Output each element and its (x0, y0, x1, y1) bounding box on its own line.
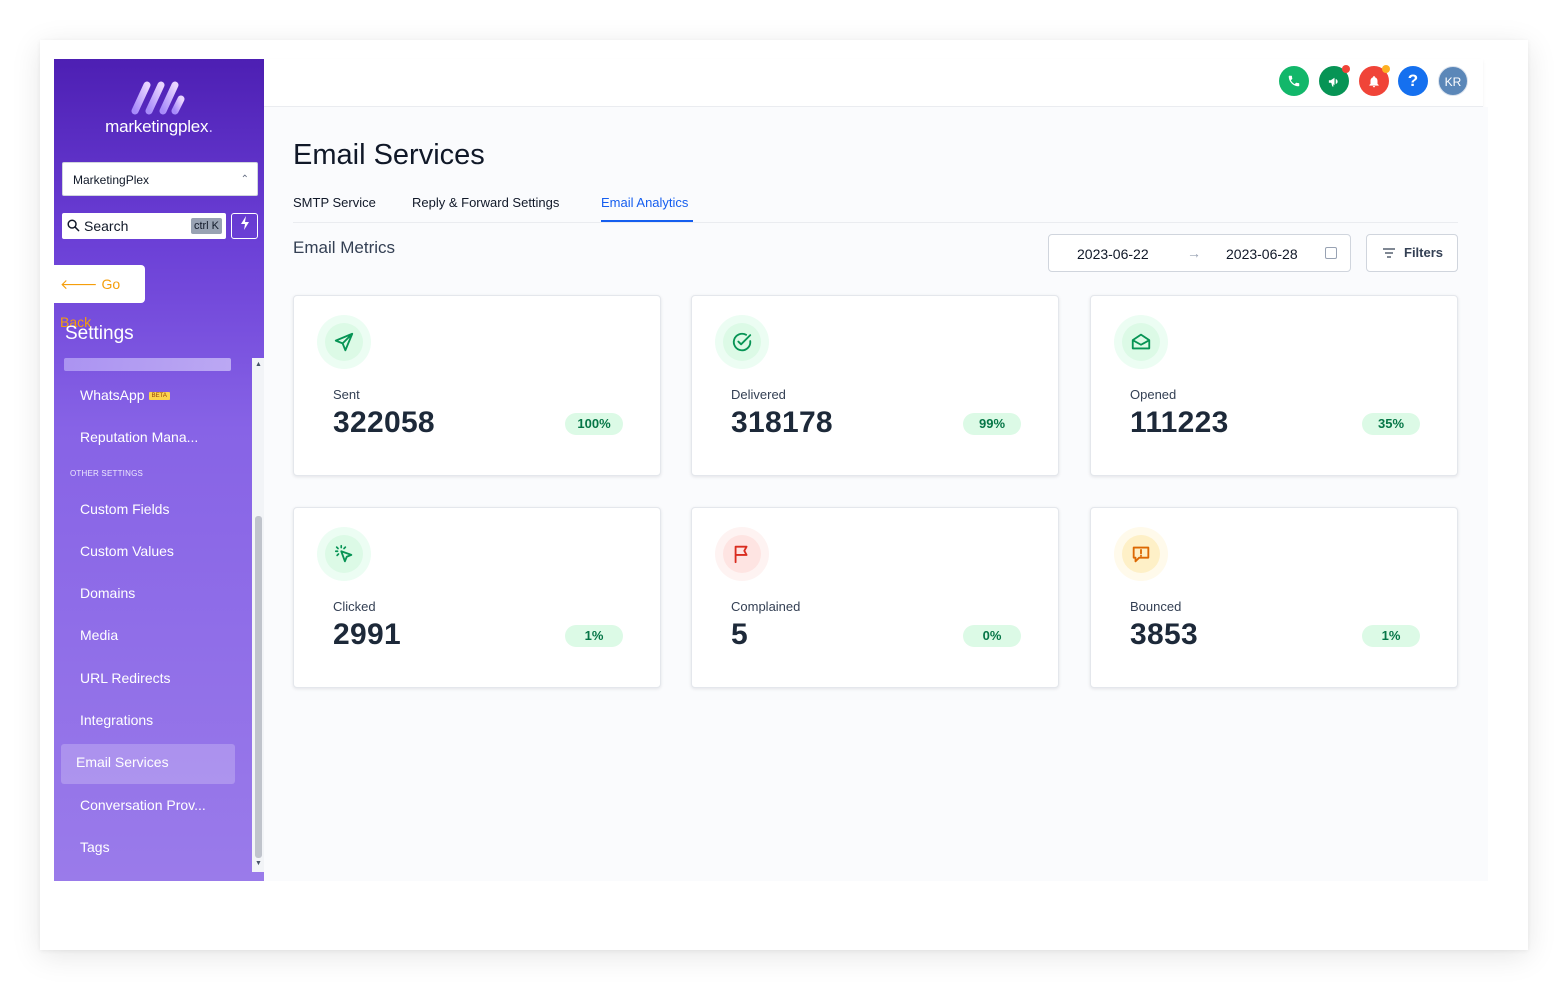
sidebar-item-conversation-providers[interactable]: Conversation Prov... (80, 797, 206, 813)
beta-badge: BETA (148, 392, 170, 401)
sidebar-item-tags[interactable]: Tags (80, 839, 110, 855)
metric-label: Delivered (731, 387, 786, 402)
help-icon: ? (1407, 71, 1419, 90)
settings-heading: Settings (65, 323, 134, 344)
metric-value: 5 (731, 618, 748, 651)
metric-icon-wrap (1114, 315, 1168, 369)
chevron-updown-icon: ⌃ (240, 174, 249, 185)
go-back-button[interactable]: 🡐 Go Back (54, 265, 145, 330)
logo-mark-icon (131, 81, 185, 115)
arrow-left-icon: 🡐 (60, 276, 98, 292)
date-to[interactable]: 2023-06-28 (1226, 246, 1298, 262)
active-item-highlight (61, 744, 235, 784)
account-switcher[interactable]: MarketingPlex ⌃ (62, 162, 258, 196)
notification-dot (1382, 65, 1390, 73)
sidebar-item-domains[interactable]: Domains (80, 585, 136, 601)
mail-open-icon (1131, 333, 1151, 350)
metric-card-sent: Sent 322058 100% (293, 295, 661, 476)
metric-percent-badge: 1% (1362, 625, 1420, 647)
arrow-right-icon: → (1187, 245, 1201, 261)
metric-percent-badge: 1% (565, 625, 623, 647)
metric-label: Complained (731, 599, 801, 614)
notification-dot (1342, 65, 1350, 73)
sidebar-item-email-services[interactable]: Email Services (76, 754, 169, 770)
metric-icon-wrap (317, 315, 371, 369)
metric-label: Sent (333, 387, 360, 402)
metric-percent-badge: 0% (963, 625, 1021, 647)
page-title: Email Services (293, 139, 485, 171)
metric-percent-badge: 35% (1362, 413, 1420, 435)
send-icon (334, 332, 354, 352)
sidebar-item-custom-values[interactable]: Custom Values (80, 543, 174, 559)
date-from[interactable]: 2023-06-22 (1077, 246, 1149, 262)
metric-value: 2991 (333, 618, 401, 651)
tab-smtp-service[interactable]: SMTP Service (293, 195, 376, 210)
sidebar-item-reputation[interactable]: Reputation Mana... (80, 429, 199, 445)
user-avatar[interactable]: KR (1438, 66, 1468, 96)
sidebar-item-url-redirects[interactable]: URL Redirects (80, 670, 171, 686)
metric-card-clicked: Clicked 2991 1% (293, 507, 661, 688)
filter-lines-icon (1383, 248, 1395, 258)
notifications-button[interactable] (1359, 65, 1390, 96)
metric-label: Opened (1130, 387, 1177, 402)
metric-icon-wrap (715, 527, 769, 581)
nav-scroll-fade (64, 358, 231, 371)
sidebar-item-integrations[interactable]: Integrations (80, 712, 154, 728)
sidebar: marketingplex. MarketingPlex ⌃ Search ct… (54, 59, 264, 881)
cursor-click-icon (334, 544, 353, 563)
bolt-icon (240, 216, 249, 230)
announcements-button[interactable] (1319, 65, 1350, 96)
sidebar-item-custom-fields[interactable]: Custom Fields (80, 501, 170, 517)
search-shortcut: ctrl K (190, 218, 222, 234)
filters-button[interactable]: Filters (1366, 234, 1458, 272)
tabs-divider (293, 222, 1458, 223)
sidebar-item-whatsapp[interactable]: WhatsApp BETA (80, 387, 170, 403)
metric-label: Clicked (333, 599, 376, 614)
metric-value: 3853 (1130, 618, 1198, 651)
metric-icon-wrap (1114, 527, 1168, 581)
metric-percent-badge: 100% (565, 413, 623, 435)
main-content (264, 107, 1488, 881)
metric-value: 318178 (731, 406, 833, 439)
metric-card-opened: Opened 111223 35% (1090, 295, 1458, 476)
sidebar-scrollbar-thumb[interactable] (255, 516, 262, 858)
account-name: MarketingPlex (73, 173, 150, 187)
metric-label: Bounced (1130, 599, 1182, 614)
search-icon (67, 219, 80, 232)
metric-card-delivered: Delivered 318178 99% (691, 295, 1059, 476)
metric-value: 111223 (1130, 406, 1229, 439)
flag-icon (734, 545, 748, 564)
section-title: Email Metrics (293, 238, 396, 257)
alert-message-icon (1132, 546, 1150, 563)
metric-card-complained: Complained 5 0% (691, 507, 1059, 688)
phone-button[interactable] (1279, 66, 1309, 96)
phone-icon (1288, 75, 1300, 87)
other-settings-label: OTHER SETTINGS (70, 469, 144, 478)
brand-name: marketingplex. (105, 117, 213, 136)
metric-value: 322058 (333, 406, 435, 439)
search-label: Search (84, 218, 129, 234)
tab-email-analytics[interactable]: Email Analytics (601, 195, 689, 210)
metric-icon-wrap (715, 315, 769, 369)
quick-actions-button[interactable] (231, 213, 258, 239)
metric-percent-badge: 99% (963, 413, 1021, 435)
bell-icon (1369, 75, 1379, 87)
filters-label: Filters (1404, 245, 1444, 260)
go-back-label: Go Back (60, 276, 121, 330)
metric-icon-wrap (317, 527, 371, 581)
sidebar-item-media[interactable]: Media (80, 627, 119, 643)
brand-logo[interactable]: marketingplex. (54, 79, 264, 137)
help-button[interactable]: ? (1398, 66, 1428, 96)
scroll-up-icon[interactable]: ▲ (255, 361, 262, 368)
calendar-icon (1325, 247, 1337, 259)
active-tab-indicator (601, 220, 693, 222)
scroll-down-icon[interactable]: ▼ (255, 860, 262, 867)
metric-card-bounced: Bounced 3853 1% (1090, 507, 1458, 688)
check-circle-icon (732, 332, 752, 352)
megaphone-icon (1328, 77, 1338, 86)
tab-reply-forward-settings[interactable]: Reply & Forward Settings (412, 195, 560, 210)
sidebar-search[interactable]: Search ctrl K (62, 213, 226, 239)
date-range-picker[interactable]: 2023-06-22 → 2023-06-28 (1048, 234, 1351, 272)
